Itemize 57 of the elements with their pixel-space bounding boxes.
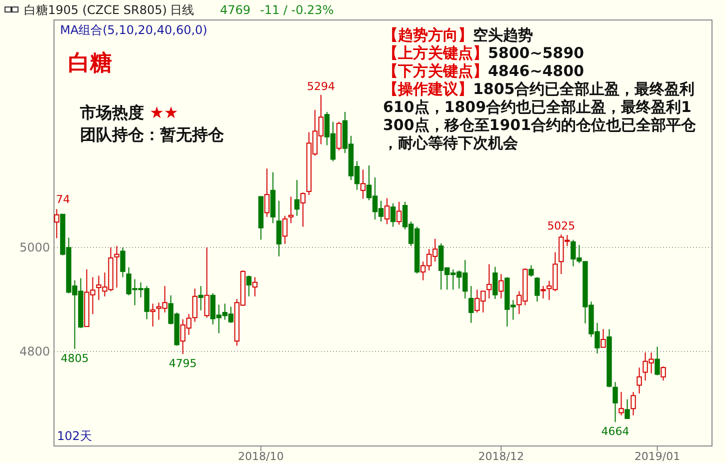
candlestick (492, 266, 498, 300)
candlestick (246, 275, 252, 297)
candlestick (654, 346, 660, 376)
candlestick (468, 285, 474, 324)
candlestick (630, 391, 636, 416)
annotation: MA组合(5,10,20,40,60,0) (60, 23, 208, 37)
candlestick (114, 245, 120, 288)
annotation: 【操作建议】1805合约已全部止盈，最终盈利610点，1809合约也已全部止盈，最终盈利1300点，移仓至1901合约的仓位也已全部平仓，耐心等待下次机会 (383, 80, 698, 152)
y-tick-label: 4800 (19, 344, 50, 359)
annotation: 5294 (306, 80, 335, 93)
annotation: 市场热度 ★★ (79, 103, 178, 122)
candlestick (252, 276, 258, 297)
annotation: 5025 (547, 220, 576, 233)
annotation: 4805 (60, 352, 89, 365)
candlestick (624, 398, 630, 420)
candlestick (498, 274, 504, 299)
candlestick (534, 276, 540, 302)
candlestick (300, 192, 306, 228)
candlestick (540, 285, 546, 299)
annotation: 74 (56, 193, 70, 206)
candlestick (360, 169, 366, 200)
candlestick (294, 180, 300, 216)
candlestick (486, 264, 492, 299)
x-tick-label: 2018/12 (478, 450, 524, 463)
candlestick (600, 328, 606, 348)
candlestick (282, 215, 288, 244)
candlestick (612, 382, 618, 423)
candlestick (198, 285, 204, 311)
annotation: 【趋势方向】空头趋势 (383, 26, 533, 44)
text: -11 / -0.23% (260, 3, 334, 17)
candlestick (120, 247, 126, 278)
candlestick (276, 200, 282, 257)
candlestick (528, 264, 534, 278)
candlestick (660, 366, 666, 382)
annotation: 4795 (168, 357, 197, 370)
text: 4769 (220, 3, 251, 17)
annotation: 102天 (57, 429, 92, 443)
annotation: 【上方关键点】5800~5890 (383, 44, 584, 62)
candlestick (288, 196, 294, 224)
candlestick (54, 208, 60, 239)
candlestick (384, 198, 390, 225)
chart-title: 白糖1905 (CZCE SR805) (24, 3, 167, 17)
text: 日线 (170, 3, 194, 17)
annotation: 【下方关键点】4846~4800 (383, 62, 584, 80)
candlestick (264, 168, 270, 218)
x-tick-label: 2019/01 (634, 450, 680, 463)
annotation: 团队持仓：暂无持仓 (80, 125, 225, 144)
candlestick (618, 391, 624, 416)
candlestick (390, 202, 396, 228)
candlestick (204, 247, 210, 318)
x-tick-label: 2018/10 (238, 450, 284, 463)
candlestick (396, 201, 402, 226)
candlestick (636, 367, 642, 394)
annotation: 4664 (601, 425, 630, 438)
y-tick-label: 5000 (19, 240, 50, 255)
text: 白糖 (68, 51, 112, 76)
candlestick (150, 303, 156, 328)
